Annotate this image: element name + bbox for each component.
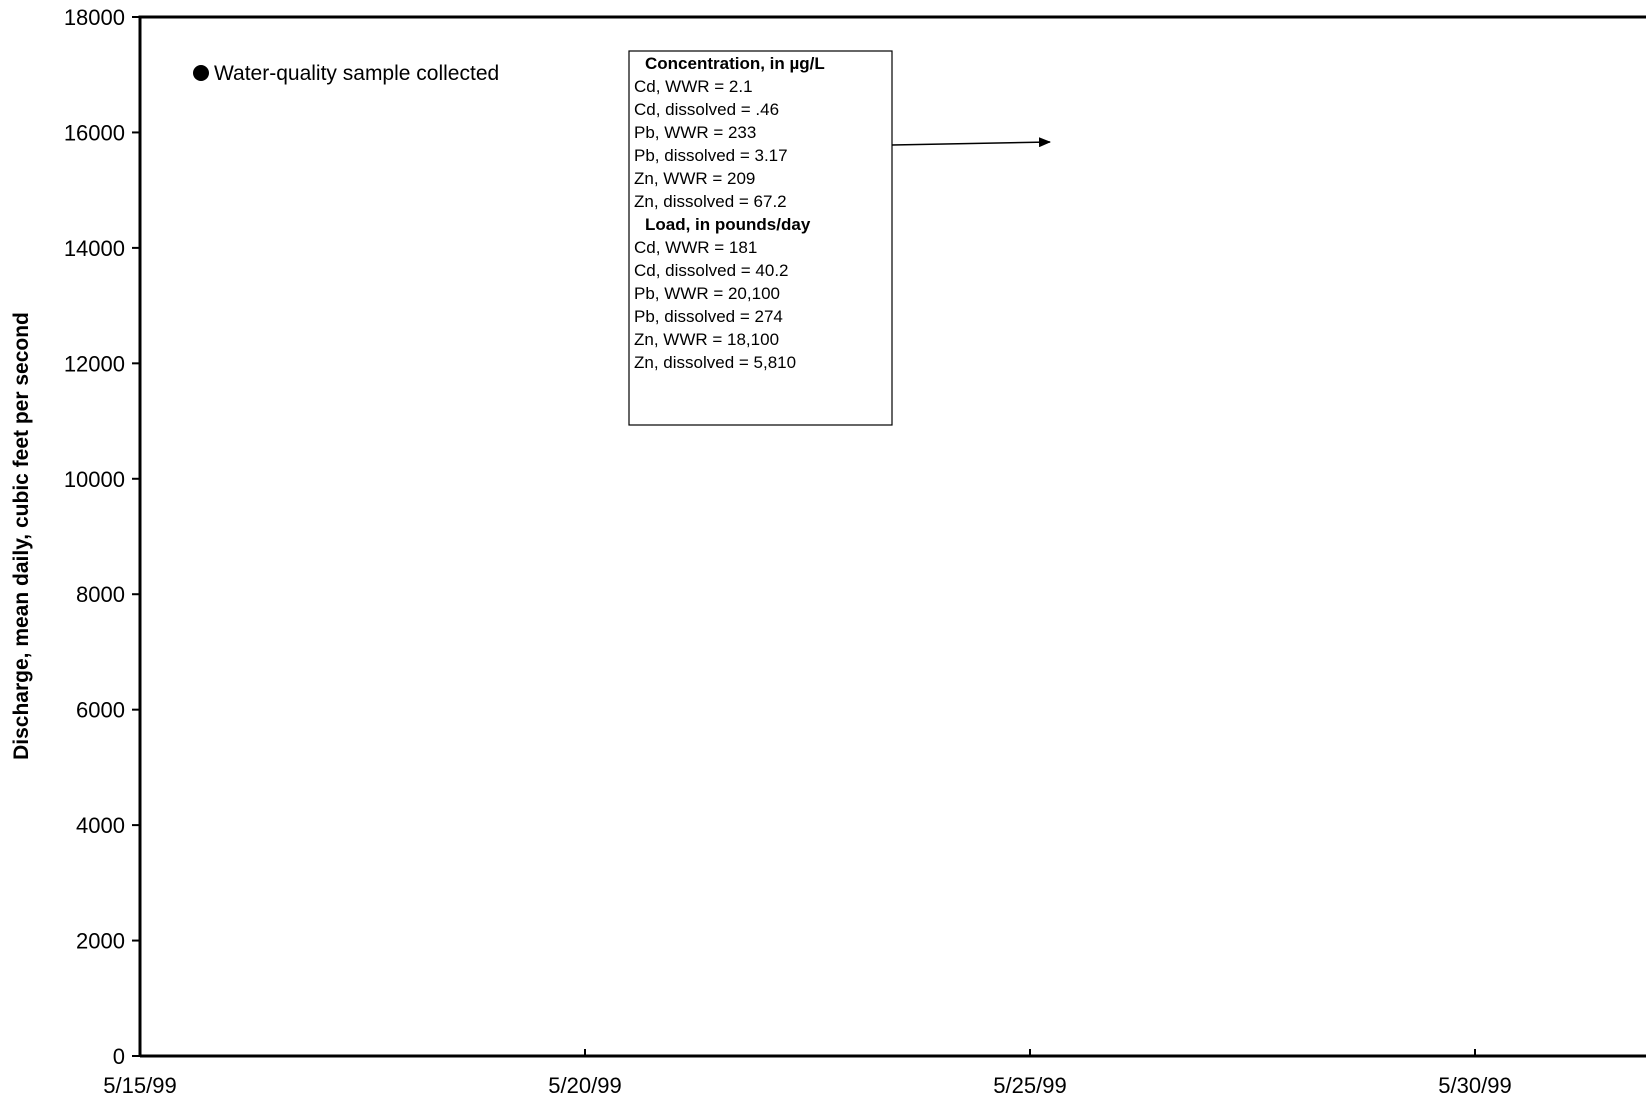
y-axis-ticks: 0 2000 4000 6000 8000 10000 12000 14000 16000 180… [64, 5, 140, 1069]
annotation-arrow [891, 137, 1051, 148]
y-tick-label: 10000 [64, 467, 125, 492]
annotation-line: Zn, dissolved = 5,810 [634, 353, 796, 372]
y-tick-label: 12000 [64, 351, 125, 376]
annotation-line: Pb, dissolved = 3.17 [634, 146, 788, 165]
x-tick-label: 5/25/99 [993, 1073, 1066, 1098]
x-axis-ticks: 5/15/99 5/20/99 5/25/99 5/30/99 [103, 1049, 1512, 1098]
plot-frame [138, 15, 1646, 1056]
y-tick-label: 2000 [76, 929, 125, 954]
x-tick-label: 5/15/99 [103, 1073, 176, 1098]
x-tick-label: 5/30/99 [1438, 1073, 1511, 1098]
y-tick-label: 18000 [64, 5, 125, 30]
annotation-line: Pb, WWR = 20,100 [634, 284, 780, 303]
annotation-line: Pb, WWR = 233 [634, 123, 756, 142]
annotation-frame [628, 50, 893, 426]
y-axis-label: Discharge, mean daily, cubic feet per se… [10, 312, 33, 760]
annotation-line: Zn, WWR = 18,100 [634, 330, 779, 349]
legend: Water-quality sample collected [193, 62, 499, 85]
annotation-line: Cd, WWR = 181 [634, 238, 757, 257]
annotation-line: Zn, dissolved = 67.2 [634, 192, 787, 211]
y-tick-label: 4000 [76, 813, 125, 838]
annotation-heading-concentration: Concentration, in µg/L [645, 54, 825, 73]
y-tick-label: 8000 [76, 582, 125, 607]
legend-label: Water-quality sample collected [214, 62, 499, 85]
annotation-box: Concentration, in µg/L Cd, WWR = 2.1 Cd,… [628, 50, 893, 426]
annotation-line: Cd, WWR = 2.1 [634, 77, 753, 96]
annotation-line: Pb, dissolved = 274 [634, 307, 783, 326]
y-tick-label: 14000 [64, 236, 125, 261]
y-tick-label: 16000 [64, 120, 125, 145]
y-tick-label: 0 [113, 1044, 125, 1069]
legend-marker-icon [193, 65, 209, 81]
annotation-line: Cd, dissolved = 40.2 [634, 261, 789, 280]
x-tick-label: 5/20/99 [548, 1073, 621, 1098]
annotation-line: Zn, WWR = 209 [634, 169, 755, 188]
annotation-heading-load: Load, in pounds/day [645, 215, 811, 234]
y-tick-label: 6000 [76, 698, 125, 723]
annotation-line: Cd, dissolved = .46 [634, 100, 779, 119]
